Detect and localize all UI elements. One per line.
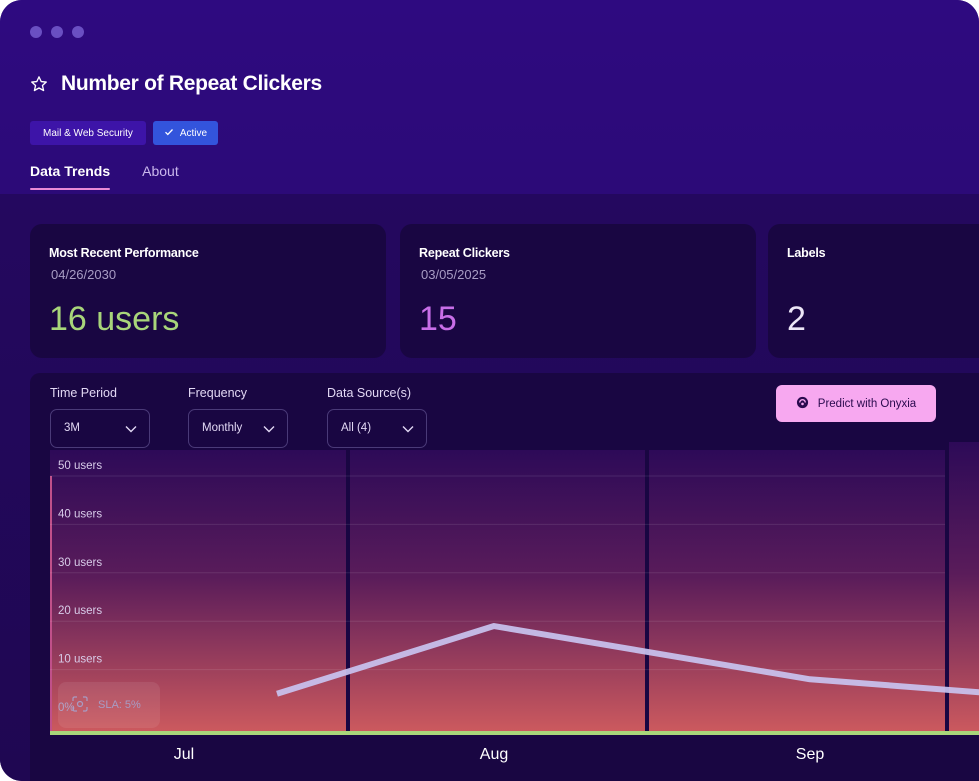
card-labels: Labels 2 — [768, 224, 979, 358]
data-source-value: All (4) — [341, 422, 372, 434]
time-period-value: 3M — [64, 422, 80, 434]
y-tick-label: 0% — [58, 702, 75, 714]
window-dot-maximize[interactable] — [72, 26, 84, 38]
frequency-select[interactable]: Monthly — [188, 409, 288, 448]
frequency-label: Frequency — [188, 386, 248, 400]
time-period-select[interactable]: 3M — [50, 409, 150, 448]
tab-data-trends[interactable]: Data Trends — [30, 163, 111, 190]
status-badge-label: Active — [179, 127, 208, 139]
header — [0, 0, 979, 194]
card-date: 04/26/2030 — [51, 267, 117, 282]
focus-icon — [72, 695, 88, 715]
card-value: 16 users — [49, 300, 180, 338]
y-tick-label: 10 users — [58, 654, 102, 666]
y-axis-line — [50, 476, 52, 733]
chart-band-sep — [649, 450, 945, 733]
predict-button[interactable]: Predict with Onyxia — [776, 385, 936, 422]
time-period-label: Time Period — [50, 386, 117, 400]
page-title: Number of Repeat Clickers — [61, 72, 322, 95]
card-value: 15 — [419, 300, 457, 338]
predict-button-label: Predict with Onyxia — [817, 397, 917, 410]
x-tick-label: Aug — [480, 746, 508, 763]
window-dot-minimize[interactable] — [51, 26, 63, 38]
x-tick-label: Sep — [796, 746, 825, 763]
card-title: Repeat Clickers — [419, 246, 510, 260]
category-badge: Mail & Web Security — [30, 121, 146, 145]
data-source-select[interactable]: All (4) — [327, 409, 427, 448]
card-title: Most Recent Performance — [49, 246, 199, 260]
card-date: 03/05/2025 — [421, 267, 487, 282]
onyxia-icon — [796, 396, 809, 412]
series-line — [276, 623, 979, 697]
check-icon — [164, 127, 174, 140]
tab-about[interactable]: About — [142, 163, 179, 179]
data-source-label: Data Source(s) — [327, 386, 412, 400]
sla-label: SLA: 5% — [98, 699, 141, 711]
y-tick-label: 20 users — [58, 605, 102, 617]
status-badge: Active — [152, 121, 219, 145]
title-row: Number of Repeat Clickers — [30, 72, 322, 96]
star-icon[interactable] — [30, 75, 48, 93]
card-repeat-clickers: Repeat Clickers 03/05/2025 15 — [400, 224, 756, 358]
window-dot-close[interactable] — [30, 26, 42, 38]
frequency-value: Monthly — [202, 422, 243, 434]
y-tick-label: 40 users — [58, 508, 102, 520]
chart-band-next — [949, 442, 979, 734]
y-tick-label: 50 users — [58, 460, 102, 472]
card-most-recent-performance: Most Recent Performance 04/26/2030 16 us… — [30, 224, 386, 358]
sla-indicator[interactable]: SLA: 5% — [58, 682, 160, 728]
window-controls — [30, 26, 84, 38]
badge-row: Mail & Web Security Active — [30, 121, 219, 145]
y-tick-label: 30 users — [58, 557, 102, 569]
card-title: Labels — [787, 246, 826, 260]
chart-band-aug — [350, 450, 645, 733]
x-tick-label: Jul — [174, 746, 194, 763]
card-value: 2 — [787, 300, 806, 338]
tab-bar: Data Trends About — [30, 163, 179, 190]
